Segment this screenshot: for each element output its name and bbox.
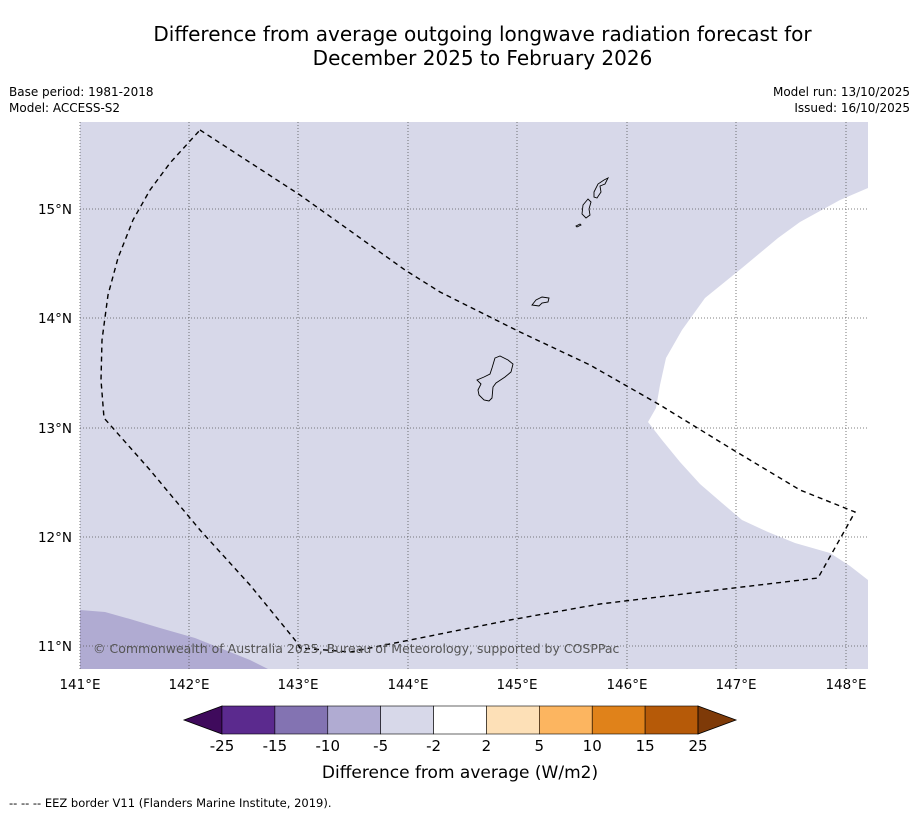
island-aguijan <box>575 223 582 228</box>
lat-label-11n: 11°N <box>38 639 72 655</box>
colorbar-tick-label: -2 <box>426 737 441 755</box>
colorbar-tick-label: 15 <box>636 737 655 755</box>
islands <box>476 176 610 402</box>
lon-label-147e: 147°E <box>715 677 756 693</box>
island-tinian <box>581 198 592 219</box>
lon-label-144e: 144°E <box>387 677 428 693</box>
island-rota <box>531 296 550 307</box>
colorbar: -25 -15 -10 -5 -2 2 5 10 15 25 <box>182 705 738 755</box>
colorbar-tick-label: -5 <box>373 737 388 755</box>
colorbar-swatch <box>591 705 646 735</box>
colorbar-swatch <box>644 705 699 735</box>
lon-label-146e: 146°E <box>606 677 647 693</box>
colorbar-tick-label: 25 <box>688 737 707 755</box>
lat-label-15n: 15°N <box>38 202 72 218</box>
model-name: Model: ACCESS-S2 <box>9 101 121 115</box>
lat-labels: 15°N 14°N 13°N 12°N 11°N <box>38 202 72 655</box>
lon-label-143e: 143°E <box>277 677 318 693</box>
colorbar-tick-label: 5 <box>535 737 545 755</box>
colorbar-swatch <box>274 705 329 735</box>
lat-label-13n: 13°N <box>38 421 72 437</box>
colorbar-swatch <box>486 705 540 735</box>
island-saipan <box>593 176 610 199</box>
colorbar-swatch <box>380 705 434 735</box>
lon-label-148e: 148°E <box>825 677 866 693</box>
lon-label-145e: 145°E <box>496 677 537 693</box>
colorbar-swatch <box>327 705 381 735</box>
colorbar-swatch <box>539 705 593 735</box>
lon-label-141e: 141°E <box>59 677 100 693</box>
colorbar-tick-label: -15 <box>263 737 288 755</box>
eez-footnote: -- -- -- EEZ border V11 (Flanders Marine… <box>9 796 332 810</box>
title-line-1: Difference from average outgoing longwav… <box>153 22 812 46</box>
lon-labels: 141°E 142°E 143°E 144°E 145°E 146°E 147°… <box>59 677 866 693</box>
model-run: Model run: 13/10/2025 <box>772 85 910 99</box>
anomaly-region-neutral <box>648 188 868 580</box>
chart-title: Difference from average outgoing longwav… <box>0 22 919 70</box>
meta-left: Base period: 1981-2018 Model: ACCESS-S2 <box>9 84 154 116</box>
colorbar-tick-label: -25 <box>210 737 235 755</box>
colorbar-arrow-high <box>697 705 738 735</box>
anomaly-region-negative <box>80 610 268 669</box>
map-gridlines <box>79 122 868 669</box>
colorbar-swatch <box>221 705 276 735</box>
island-guam <box>476 355 514 402</box>
colorbar-tick-label: 10 <box>583 737 602 755</box>
colorbar-arrow-low <box>182 705 223 735</box>
issued-date: Issued: 16/10/2025 <box>794 101 910 115</box>
eez-border <box>100 129 856 653</box>
lat-label-12n: 12°N <box>38 530 72 546</box>
colorbar-title: Difference from average (W/m2) <box>322 763 598 783</box>
map-credit: © Commonwealth of Australia 2025, Bureau… <box>93 641 619 656</box>
lat-label-14n: 14°N <box>38 311 72 327</box>
meta-right: Model run: 13/10/2025 Issued: 16/10/2025 <box>773 84 910 116</box>
base-period: Base period: 1981-2018 <box>9 85 154 99</box>
title-line-2: December 2025 to February 2026 <box>312 46 653 70</box>
lon-label-142e: 142°E <box>168 677 209 693</box>
colorbar-tick-label: -10 <box>316 737 341 755</box>
colorbar-swatch <box>433 705 487 735</box>
colorbar-tick-label: 2 <box>482 737 492 755</box>
